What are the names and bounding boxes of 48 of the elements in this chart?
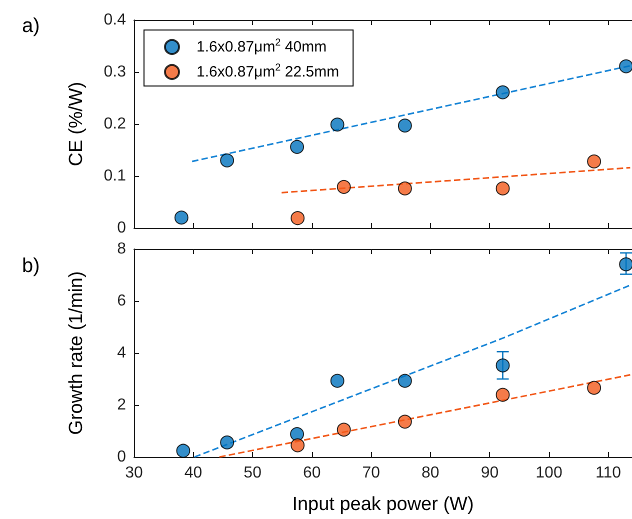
x-tick-label: 30 bbox=[125, 464, 143, 482]
y-tick-label: 4 bbox=[117, 344, 126, 362]
point bbox=[336, 422, 351, 437]
point bbox=[398, 414, 412, 429]
point bbox=[174, 210, 188, 225]
y-tick-label: 0.4 bbox=[104, 12, 126, 28]
x-tick-label: 110 bbox=[596, 464, 622, 482]
point bbox=[330, 374, 344, 388]
x-tick-label: 80 bbox=[422, 464, 440, 482]
point bbox=[398, 118, 412, 133]
x-tick-label: 100 bbox=[536, 464, 562, 482]
y-tick-label: 6 bbox=[117, 292, 126, 310]
x-tick-label: 90 bbox=[480, 464, 499, 482]
text: b) bbox=[22, 255, 40, 277]
point bbox=[587, 380, 602, 395]
point bbox=[290, 211, 305, 226]
x-axis-title: Input peak power (W) bbox=[292, 494, 474, 515]
point bbox=[587, 154, 602, 168]
y-tick-label: 0.1 bbox=[104, 168, 126, 184]
y-tick-label: 8 bbox=[117, 240, 126, 258]
y-tick-label: 0 bbox=[117, 448, 126, 466]
point bbox=[220, 435, 234, 450]
point bbox=[290, 438, 305, 452]
y-tick-label: 0.3 bbox=[104, 64, 126, 80]
point bbox=[398, 181, 412, 196]
point bbox=[496, 388, 510, 402]
point bbox=[619, 59, 632, 74]
y-axis-title: Growth rate (1/min) bbox=[66, 271, 87, 435]
point bbox=[496, 85, 510, 100]
x-tick-label: 50 bbox=[244, 464, 262, 482]
y-tick-label: 2 bbox=[117, 396, 126, 414]
point bbox=[290, 427, 304, 442]
x-tick-label: 60 bbox=[302, 464, 321, 482]
x-tick-label: 70 bbox=[362, 464, 380, 482]
y-tick-label: 0.2 bbox=[104, 116, 126, 132]
point bbox=[619, 257, 632, 272]
point bbox=[330, 118, 344, 132]
point bbox=[336, 180, 351, 194]
point bbox=[398, 374, 412, 388]
point bbox=[496, 358, 510, 372]
point bbox=[496, 181, 510, 196]
point bbox=[176, 444, 190, 458]
y-axis-title: CE (%/W) bbox=[66, 82, 87, 166]
text: a) bbox=[22, 15, 40, 37]
point bbox=[220, 153, 234, 168]
y-tick-label: 0 bbox=[117, 220, 126, 236]
x-tick-label: 40 bbox=[184, 464, 202, 482]
point bbox=[290, 140, 304, 154]
